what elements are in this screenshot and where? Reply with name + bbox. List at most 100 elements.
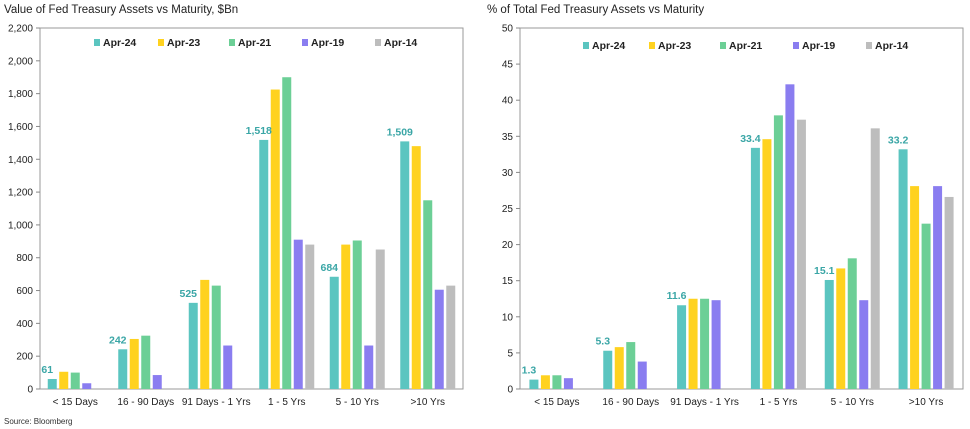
data-label-5-10-yrs: 15.1 (814, 265, 835, 277)
bar-apr-24-1-5-yrs (750, 147, 760, 389)
legend-label-apr-23: Apr-23 (167, 37, 200, 49)
bar-apr-21-5-10-yrs (352, 240, 362, 389)
bar-apr-19-15-days (82, 383, 92, 389)
bar-apr-23-91-days-1-yrs (688, 298, 698, 389)
x-tick-label-15-days: < 15 Days (53, 397, 98, 408)
bar-apr-23-10-yrs (910, 186, 920, 389)
bar-apr-19-1-5-yrs (785, 84, 795, 389)
y-tick-label: 35 (502, 132, 514, 143)
bar-apr-21-15-days (552, 375, 562, 389)
y-tick-label: 10 (502, 312, 514, 323)
chart-title-value: Value of Fed Treasury Assets vs Maturity… (4, 4, 239, 16)
y-tick-label: 0 (27, 385, 33, 396)
x-tick-label-10-yrs: >10 Yrs (909, 397, 944, 408)
bar-apr-24-91-days-1-yrs (677, 305, 687, 389)
data-label-16-90-days: 5.3 (595, 336, 610, 348)
legend-swatch-apr-19 (793, 42, 799, 49)
data-label-1-5-yrs: 33.4 (740, 133, 761, 145)
y-tick-label: 0 (507, 385, 513, 396)
legend-swatch-apr-21 (229, 39, 235, 46)
data-label-15-days: 1.3 (522, 365, 537, 377)
bar-apr-19-91-days-1-yrs (223, 345, 233, 389)
bar-apr-14-10-yrs (944, 196, 954, 389)
y-tick-label: 20 (502, 240, 514, 251)
bar-apr-24-1-5-yrs (259, 139, 269, 389)
y-tick-label: 800 (16, 253, 33, 264)
bar-apr-21-5-10-yrs (847, 258, 857, 389)
bar-apr-23-1-5-yrs (762, 139, 772, 389)
legend-label-apr-19: Apr-19 (311, 37, 344, 49)
legend-label-apr-24: Apr-24 (103, 37, 136, 49)
x-tick-label-5-10-yrs: 5 - 10 Yrs (831, 397, 874, 408)
bar-apr-23-10-yrs (411, 146, 421, 389)
legend-label-apr-19: Apr-19 (802, 40, 835, 52)
bar-apr-21-91-days-1-yrs (211, 285, 221, 389)
legend-swatch-apr-19 (302, 39, 308, 46)
y-tick-label: 1,600 (8, 122, 33, 133)
bar-apr-21-16-90-days (141, 335, 151, 389)
source-note: Source: Bloomberg (4, 417, 73, 426)
y-tick-label: 15 (502, 276, 514, 287)
bar-apr-19-5-10-yrs (364, 345, 374, 389)
y-tick-label: 50 (502, 24, 514, 35)
chart-title-percent: % of Total Fed Treasury Assets vs Maturi… (487, 4, 705, 16)
bar-apr-23-5-10-yrs (341, 244, 351, 389)
bar-apr-24-5-10-yrs (824, 279, 834, 389)
bar-apr-14-1-5-yrs (305, 244, 315, 389)
legend-swatch-apr-21 (720, 42, 726, 49)
bar-apr-24-10-yrs (898, 149, 908, 389)
bar-apr-14-5-10-yrs (375, 249, 385, 389)
legend-swatch-apr-14 (375, 39, 381, 46)
bar-apr-23-16-90-days (129, 338, 139, 389)
x-tick-label-5-10-yrs: 5 - 10 Yrs (336, 397, 379, 408)
legend-swatch-apr-23 (649, 42, 655, 49)
y-tick-label: 200 (16, 352, 33, 363)
bar-apr-24-91-days-1-yrs (188, 302, 198, 389)
bar-apr-23-15-days (540, 375, 550, 389)
data-label-10-yrs: 33.2 (888, 134, 909, 146)
y-tick-label: 5 (507, 348, 513, 359)
legend-label-apr-23: Apr-23 (658, 40, 691, 52)
bar-apr-19-16-90-days (152, 375, 162, 389)
data-label-1-5-yrs: 1,518 (246, 125, 272, 137)
legend-swatch-apr-23 (158, 39, 164, 46)
bar-apr-19-1-5-yrs (293, 239, 303, 389)
y-tick-label: 2,000 (8, 56, 33, 67)
data-label-10-yrs: 1,509 (387, 126, 413, 138)
x-tick-label-1-5-yrs: 1 - 5 Yrs (760, 397, 798, 408)
bar-apr-23-5-10-yrs (836, 268, 846, 389)
legend-label-apr-14: Apr-14 (384, 37, 417, 49)
bar-apr-23-1-5-yrs (270, 89, 280, 389)
bar-apr-14-10-yrs (446, 285, 456, 389)
plot-area (519, 27, 964, 390)
bar-apr-19-91-days-1-yrs (711, 300, 721, 389)
legend-label-apr-14: Apr-14 (875, 40, 908, 52)
x-tick-label-16-90-days: 16 - 90 Days (117, 397, 174, 408)
legend-swatch-apr-24 (94, 39, 100, 46)
legend-label-apr-24: Apr-24 (592, 40, 625, 52)
bar-apr-21-10-yrs (423, 200, 433, 389)
x-tick-label-91-days-1-yrs: 91 Days - 1 Yrs (670, 397, 739, 408)
bar-apr-14-1-5-yrs (796, 119, 806, 389)
bar-apr-24-15-days (47, 378, 57, 389)
bar-apr-19-15-days (563, 378, 573, 389)
bar-apr-23-91-days-1-yrs (200, 279, 210, 389)
bar-apr-21-15-days (70, 372, 80, 389)
bar-apr-23-16-90-days (614, 347, 624, 389)
bar-apr-21-10-yrs (921, 223, 931, 389)
bar-apr-19-16-90-days (637, 361, 647, 389)
y-tick-label: 40 (502, 96, 514, 107)
bar-apr-19-10-yrs (933, 186, 943, 389)
legend-label-apr-21: Apr-21 (238, 37, 271, 49)
bar-apr-21-1-5-yrs (773, 115, 783, 389)
bar-apr-23-15-days (59, 371, 69, 389)
legend-swatch-apr-14 (866, 42, 872, 49)
bar-apr-24-15-days (529, 379, 539, 389)
y-tick-label: 1,200 (8, 188, 33, 199)
data-label-91-days-1-yrs: 525 (179, 288, 197, 300)
data-label-5-10-yrs: 684 (320, 262, 338, 274)
bar-apr-24-16-90-days (603, 350, 613, 389)
legend-swatch-apr-24 (583, 42, 589, 49)
chart-percent-by-maturity: 0 5 10 15 20 25 30 35 40 45 50 1.3 < 15 Days 5.3 16 - … (502, 24, 964, 408)
bar-apr-24-5-10-yrs (329, 276, 339, 389)
